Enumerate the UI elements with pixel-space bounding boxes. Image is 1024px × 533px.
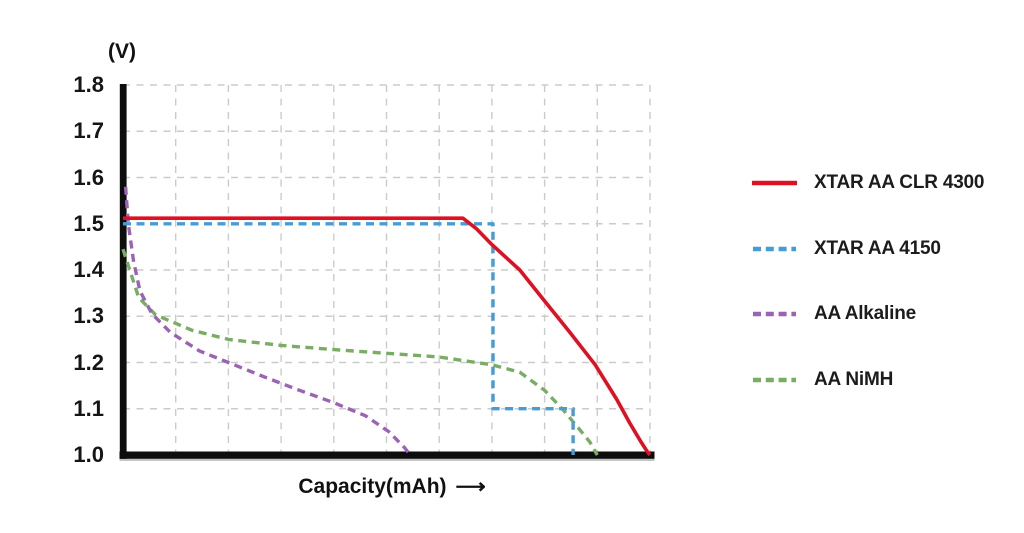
y-tick-label: 1.4 bbox=[73, 257, 104, 282]
y-tick-label: 1.8 bbox=[73, 72, 104, 97]
legend-label: AA NiMH bbox=[814, 368, 894, 390]
y-axis-line bbox=[119, 84, 127, 459]
legend-label: XTAR AA 4150 bbox=[814, 237, 941, 259]
series-curve-xtar-aa-4150 bbox=[123, 222, 575, 455]
series-curve-xtar-aa-clr-4300 bbox=[123, 216, 652, 457]
series-curve-aa-alkaline bbox=[123, 186, 412, 457]
legend-item: AA NiMH bbox=[752, 368, 893, 392]
y-tick-label: 1.5 bbox=[73, 210, 104, 236]
legend-dashed-line-icon bbox=[753, 246, 796, 251]
legend-dashed-line-icon bbox=[753, 311, 796, 317]
x-axis-label: Capacity(mAh) ⟶ bbox=[240, 474, 544, 499]
y-tick-label: 1.6 bbox=[73, 164, 104, 190]
x-axis-arrow-icon: ⟶ bbox=[455, 475, 486, 498]
y-tick-label: 1.7 bbox=[73, 118, 104, 144]
legend-label: AA Alkaline bbox=[814, 303, 916, 324]
x-axis-line bbox=[119, 451, 655, 459]
legend-label: XTAR AA CLR 4300 bbox=[814, 172, 985, 193]
legend-dashed-line-icon bbox=[753, 377, 796, 382]
chart-legend: XTAR AA CLR 4300 XTAR AA 4150 AA Alkaline A… bbox=[752, 0, 1012, 533]
legend-item: XTAR AA 4150 bbox=[752, 237, 941, 261]
y-tick-label: 1.1 bbox=[73, 395, 104, 421]
y-axis-unit-label: (V) bbox=[108, 40, 136, 63]
legend-solid-line-icon bbox=[752, 180, 797, 186]
y-tick-label: 1.3 bbox=[73, 303, 104, 329]
x-axis-shadow bbox=[119, 458, 655, 461]
legend-item: AA Alkaline bbox=[752, 302, 916, 326]
y-tick-label: 1.2 bbox=[73, 349, 104, 375]
x-axis-label-text: Capacity(mAh) bbox=[298, 475, 447, 498]
legend-item: XTAR AA CLR 4300 bbox=[752, 171, 984, 195]
y-tick-label: 1.0 bbox=[73, 442, 104, 467]
series-curve-aa-nimh bbox=[121, 248, 599, 456]
